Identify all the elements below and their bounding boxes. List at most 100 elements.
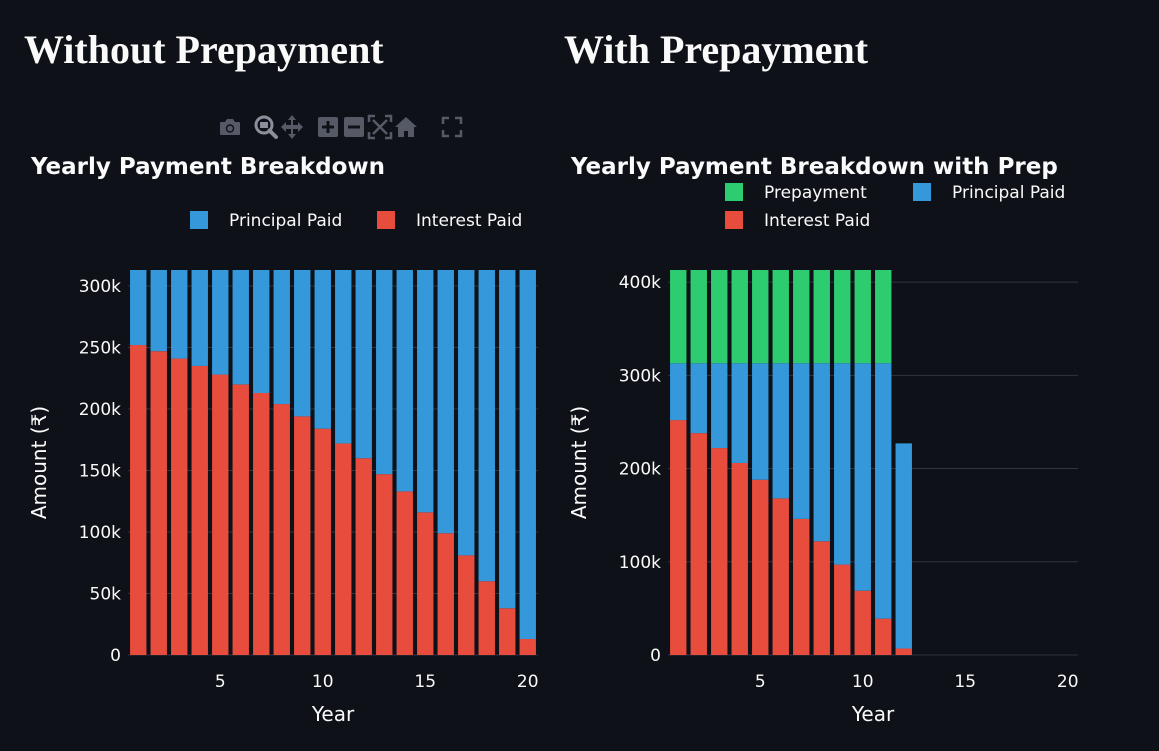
bar-prepayment[interactable] bbox=[731, 270, 748, 364]
bar-interest-paid[interactable] bbox=[294, 416, 311, 655]
bar-interest-paid[interactable] bbox=[232, 384, 249, 655]
bar-principal-paid[interactable] bbox=[335, 270, 352, 444]
bar-interest-paid[interactable] bbox=[150, 351, 167, 655]
bar-principal-paid[interactable] bbox=[417, 270, 434, 513]
bar-principal-paid[interactable] bbox=[232, 270, 249, 385]
bar-interest-paid[interactable] bbox=[376, 474, 393, 655]
bar-interest-paid[interactable] bbox=[253, 393, 270, 655]
bar-prepayment[interactable] bbox=[875, 270, 892, 364]
bar-prepayment[interactable] bbox=[854, 270, 871, 364]
bar-prepayment[interactable] bbox=[834, 270, 851, 364]
bar-interest-paid[interactable] bbox=[478, 581, 495, 655]
bar-principal-paid[interactable] bbox=[834, 363, 851, 565]
bar-principal-paid[interactable] bbox=[875, 363, 892, 619]
bar-interest-paid[interactable] bbox=[895, 648, 912, 655]
y-tick-label: 250k bbox=[79, 338, 121, 358]
bar-interest-paid[interactable] bbox=[355, 458, 372, 655]
y-axis-title: Amount (₹) bbox=[567, 406, 591, 519]
bar-interest-paid[interactable] bbox=[130, 345, 147, 655]
bar-prepayment[interactable] bbox=[752, 270, 769, 364]
bar-interest-paid[interactable] bbox=[711, 448, 728, 655]
bar-principal-paid[interactable] bbox=[355, 270, 372, 459]
bar-interest-paid[interactable] bbox=[212, 374, 229, 655]
bar-principal-paid[interactable] bbox=[376, 270, 393, 475]
bar-interest-paid[interactable] bbox=[834, 564, 851, 655]
bar-interest-paid[interactable] bbox=[191, 365, 208, 655]
x-tick-label: 5 bbox=[215, 672, 226, 692]
legend-item[interactable]: Prepayment bbox=[725, 183, 867, 203]
zoom-in-icon[interactable] bbox=[315, 114, 341, 140]
bar-principal-paid[interactable] bbox=[793, 363, 810, 519]
bar-principal-paid[interactable] bbox=[690, 363, 707, 434]
reset-axes-icon[interactable] bbox=[393, 114, 419, 140]
bar-interest-paid[interactable] bbox=[417, 512, 434, 655]
bar-principal-paid[interactable] bbox=[130, 270, 147, 346]
bar-interest-paid[interactable] bbox=[273, 404, 290, 655]
bar-prepayment[interactable] bbox=[670, 270, 687, 364]
bar-interest-paid[interactable] bbox=[396, 491, 413, 655]
bar-interest-paid[interactable] bbox=[670, 420, 687, 655]
fullscreen-icon[interactable] bbox=[439, 114, 465, 140]
camera-icon[interactable] bbox=[217, 114, 243, 140]
bar-principal-paid[interactable] bbox=[731, 363, 748, 463]
bar-interest-paid[interactable] bbox=[499, 608, 516, 655]
bar-principal-paid[interactable] bbox=[478, 270, 495, 582]
bar-principal-paid[interactable] bbox=[752, 363, 769, 480]
bar-principal-paid[interactable] bbox=[396, 270, 413, 492]
bar-principal-paid[interactable] bbox=[314, 270, 331, 429]
bar-principal-paid[interactable] bbox=[499, 270, 516, 609]
autoscale-icon[interactable] bbox=[367, 114, 393, 140]
bar-principal-paid[interactable] bbox=[519, 270, 536, 640]
bar-principal-paid[interactable] bbox=[253, 270, 270, 394]
bar-principal-paid[interactable] bbox=[437, 270, 454, 534]
bar-interest-paid[interactable] bbox=[854, 590, 871, 655]
bar-prepayment[interactable] bbox=[690, 270, 707, 364]
bar-principal-paid[interactable] bbox=[854, 363, 871, 591]
bar-principal-paid[interactable] bbox=[772, 363, 789, 499]
bar-interest-paid[interactable] bbox=[437, 533, 454, 655]
bar-prepayment[interactable] bbox=[772, 270, 789, 364]
bar-interest-paid[interactable] bbox=[690, 433, 707, 655]
bar-interest-paid[interactable] bbox=[875, 618, 892, 655]
bar-principal-paid[interactable] bbox=[711, 363, 728, 449]
bar-prepayment[interactable] bbox=[813, 270, 830, 364]
x-tick-label: 20 bbox=[517, 672, 539, 692]
bar-principal-paid[interactable] bbox=[670, 363, 687, 421]
bar-principal-paid[interactable] bbox=[458, 270, 475, 556]
legend-label: Principal Paid bbox=[229, 211, 342, 231]
legend-item[interactable]: Principal Paid bbox=[913, 183, 1065, 203]
y-tick-label: 200k bbox=[79, 400, 121, 420]
bar-prepayment[interactable] bbox=[711, 270, 728, 364]
y-tick-label: 100k bbox=[619, 553, 661, 573]
bar-interest-paid[interactable] bbox=[171, 358, 188, 655]
bar-principal-paid[interactable] bbox=[212, 270, 229, 375]
bar-principal-paid[interactable] bbox=[895, 443, 912, 649]
bar-principal-paid[interactable] bbox=[191, 270, 208, 366]
bar-principal-paid[interactable] bbox=[150, 270, 167, 352]
legend-item[interactable]: Principal Paid bbox=[190, 211, 342, 231]
bar-interest-paid[interactable] bbox=[458, 555, 475, 655]
bar-principal-paid[interactable] bbox=[294, 270, 311, 417]
bar-principal-paid[interactable] bbox=[273, 270, 290, 405]
bar-interest-paid[interactable] bbox=[314, 428, 331, 655]
bar-interest-paid[interactable] bbox=[731, 462, 748, 655]
bar-principal-paid[interactable] bbox=[171, 270, 188, 359]
legend: Principal Paid Interest Paid bbox=[190, 211, 522, 231]
zoom-out-icon[interactable] bbox=[341, 114, 367, 140]
bar-interest-paid[interactable] bbox=[793, 518, 810, 655]
bar-interest-paid[interactable] bbox=[813, 541, 830, 655]
legend-item[interactable]: Interest Paid bbox=[377, 211, 522, 231]
y-tick-label: 50k bbox=[90, 584, 122, 604]
bar-principal-paid[interactable] bbox=[813, 363, 830, 542]
pan-icon[interactable] bbox=[279, 114, 305, 140]
bar-interest-paid[interactable] bbox=[752, 479, 769, 655]
chart-2: 0 100k 200k 300k 400k 5 10 15 20 Year Amount (₹) Ye… bbox=[567, 154, 1079, 726]
bar-prepayment[interactable] bbox=[793, 270, 810, 364]
zoom-icon[interactable] bbox=[253, 114, 279, 140]
bar-interest-paid[interactable] bbox=[335, 443, 352, 655]
bar-interest-paid[interactable] bbox=[519, 639, 536, 655]
chart-1: 0 50k 100k 150k 200k 250k 300k 5 10 15 20 Year Amoun… bbox=[27, 154, 539, 726]
legend-item[interactable]: Interest Paid bbox=[725, 211, 870, 231]
bar-interest-paid[interactable] bbox=[772, 498, 789, 655]
